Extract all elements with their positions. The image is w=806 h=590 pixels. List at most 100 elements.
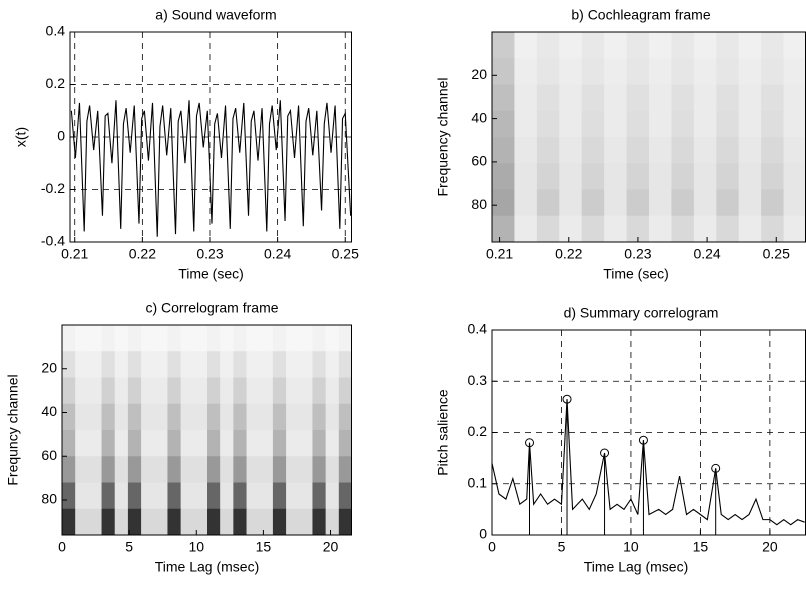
x-tick-label: 20 — [762, 539, 778, 555]
y-tick-label: 80 — [41, 491, 57, 507]
heat-cell — [761, 163, 785, 190]
heat-cell — [233, 351, 248, 378]
heat-cell — [233, 430, 248, 457]
heat-cell — [101, 456, 116, 483]
heat-cell — [536, 32, 560, 59]
heat-cell — [738, 189, 762, 217]
heat-cell — [75, 508, 89, 535]
heat-cell — [141, 482, 155, 510]
heat-cell — [738, 137, 762, 164]
y-tick-label: 0.4 — [46, 23, 66, 39]
heat-cell — [338, 456, 352, 483]
heat-cell — [312, 430, 327, 457]
heat-cell — [259, 508, 274, 535]
heat-cell — [559, 84, 583, 112]
heat-cell — [233, 508, 248, 535]
y-axis-label: x(t) — [13, 127, 29, 147]
heat-cell — [193, 456, 208, 483]
heat-cell — [62, 325, 76, 352]
heat-cell — [167, 430, 182, 457]
heat-cell — [246, 430, 261, 457]
heat-cell — [783, 189, 806, 217]
heat-cell — [783, 32, 806, 59]
heat-cell — [207, 403, 221, 431]
heat-cell — [127, 403, 142, 431]
heat-cell — [114, 351, 129, 378]
heat-cell — [180, 403, 195, 431]
heat-cell — [114, 482, 129, 510]
heat-cell — [299, 482, 313, 510]
heat-cell — [259, 377, 274, 405]
heat-cell — [604, 189, 628, 217]
heat-cell — [167, 351, 182, 378]
panel-title: b) Cochleagram frame — [571, 7, 710, 23]
heat-cell — [220, 456, 234, 483]
heat-cell — [272, 430, 287, 457]
y-tick-label: 40 — [41, 403, 57, 419]
heat-cell — [207, 325, 221, 352]
plot-area — [492, 32, 806, 242]
heat-cell — [233, 377, 248, 405]
heat-cell — [286, 430, 300, 457]
heat-cell — [127, 351, 142, 378]
heat-cell — [338, 377, 352, 405]
peak-marker — [562, 394, 572, 404]
heat-cell — [127, 456, 142, 483]
heat-cell — [259, 325, 274, 352]
y-tick-label: 0 — [57, 128, 65, 144]
heat-cell — [581, 32, 605, 59]
heat-cell — [671, 215, 695, 242]
heat-cell — [338, 325, 352, 352]
heat-cell — [101, 403, 116, 431]
heat-cell — [127, 377, 142, 405]
heat-cell — [338, 508, 352, 535]
heat-cell — [246, 351, 261, 378]
heat-cell — [299, 325, 313, 352]
peak-marker — [600, 448, 610, 458]
heat-cell — [141, 351, 155, 378]
heat-cell — [626, 32, 650, 59]
y-tick-label: 20 — [41, 359, 57, 375]
x-tick-label: 0.23 — [624, 246, 651, 262]
heat-cell — [88, 325, 103, 352]
heat-cell — [88, 403, 103, 431]
peak-marker — [638, 435, 648, 445]
panel-title: c) Correlogram frame — [145, 300, 278, 316]
heat-cell — [325, 377, 340, 405]
heat-cell — [207, 430, 221, 457]
heat-cell — [649, 137, 672, 164]
y-tick-label: 0.2 — [468, 423, 488, 439]
heat-cell — [62, 351, 76, 378]
heat-cell — [761, 84, 785, 112]
heat-cell — [716, 84, 740, 112]
heat-cell — [286, 403, 300, 431]
heat-cell — [299, 351, 313, 378]
heat-cell — [141, 325, 155, 352]
heat-cell — [62, 377, 76, 405]
heat-cell — [693, 137, 717, 164]
heat-cell — [536, 84, 560, 112]
heat-cell — [581, 163, 605, 190]
heat-cell — [62, 482, 76, 510]
x-axis-label: Time (sec) — [178, 266, 244, 282]
heat-cell — [626, 58, 650, 85]
heat-cell — [220, 325, 234, 352]
heat-cell — [649, 84, 672, 112]
heat-cell — [207, 508, 221, 535]
heat-cell — [167, 377, 182, 405]
heat-cell — [693, 84, 717, 112]
heat-cell — [559, 137, 583, 164]
heat-cell — [604, 84, 628, 112]
heat-cell — [649, 215, 672, 242]
x-tick-label: 0.24 — [693, 246, 720, 262]
plot-area — [70, 32, 352, 242]
heat-cell — [514, 189, 538, 217]
heat-cell — [671, 32, 695, 59]
heat-cell — [259, 482, 274, 510]
heat-cell — [233, 456, 248, 483]
heat-cell — [220, 403, 234, 431]
x-tick-label: 0.25 — [332, 246, 359, 262]
heat-cell — [154, 403, 168, 431]
heat-cell — [259, 351, 274, 378]
